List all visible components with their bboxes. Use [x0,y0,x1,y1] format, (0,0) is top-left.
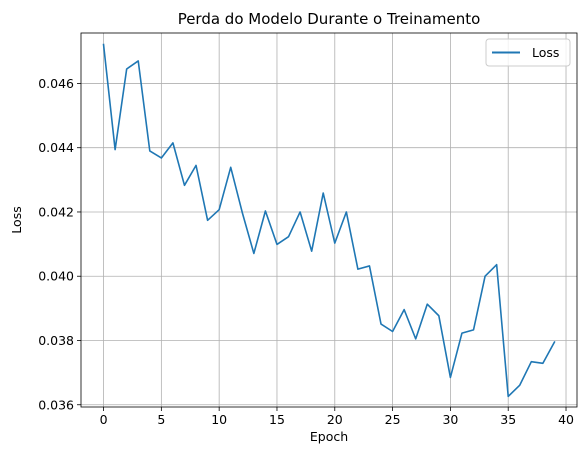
plot-frame [80,32,578,408]
x-axis-ticks: 0 5 10 15 20 25 30 35 40 [100,407,574,427]
x-tick-label: 40 [558,412,574,427]
legend-label: Loss [532,45,559,60]
x-tick-label: 25 [385,412,401,427]
x-tick-label: 10 [211,412,227,427]
y-tick-label: 0.042 [38,204,74,219]
y-axis-label: Loss [9,206,24,233]
x-axis-label: Epoch [310,429,348,444]
y-axis-ticks: 0.036 0.038 0.040 0.042 0.044 0.046 [38,76,81,412]
y-tick-label: 0.046 [38,76,74,91]
y-tick-label: 0.040 [38,269,74,284]
x-tick-label: 20 [327,412,343,427]
x-tick-label: 5 [157,412,165,427]
loss-series-line [102,43,556,398]
y-tick-label: 0.036 [38,397,74,412]
y-tick-label: 0.044 [38,140,74,155]
grid-lines [81,33,577,407]
y-tick-label: 0.038 [38,333,74,348]
legend: Loss [485,38,571,67]
legend-box [485,38,571,67]
series-layer [102,43,556,398]
x-tick-label: 15 [269,412,285,427]
x-tick-label: 0 [100,412,108,427]
x-tick-label: 35 [500,412,516,427]
chart-title: Perda do Modelo Durante o Treinamento [178,10,481,28]
x-tick-label: 30 [442,412,458,427]
